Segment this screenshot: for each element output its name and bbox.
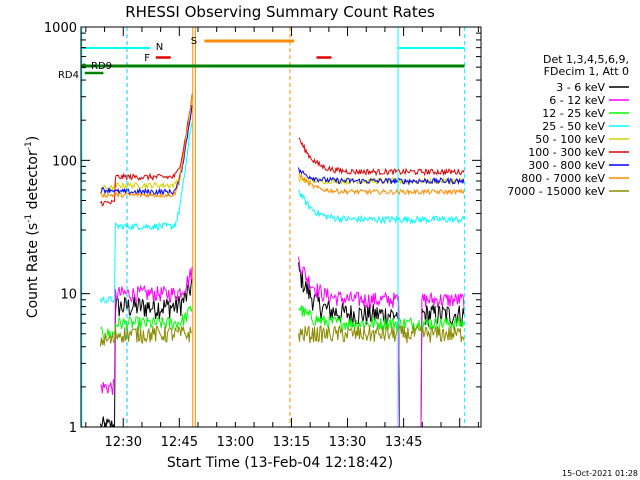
y-axis-label: Count Rate (s-1 detector-1) xyxy=(24,136,41,318)
series-line-s3 xyxy=(100,304,193,340)
legend-label-s1: 3 - 6 keV xyxy=(556,81,605,94)
x-tick-label: 12:45 xyxy=(161,435,198,450)
series-line-s2 xyxy=(298,256,465,427)
plot-frame xyxy=(80,26,482,428)
series-line-s7 xyxy=(100,105,193,197)
timestamp: 15-Oct-2021 01:28 xyxy=(562,469,638,478)
series-line-s2 xyxy=(100,266,193,395)
legend-label-s5: 50 - 100 keV xyxy=(535,133,605,146)
legend-header: FDecim 1, Att 0 xyxy=(544,65,629,78)
series-line-s6 xyxy=(298,137,465,177)
legend-label-s6: 100 - 300 keV xyxy=(528,146,605,159)
y-tick-label: 100 xyxy=(52,154,77,169)
legend-label-s7: 300 - 800 keV xyxy=(528,159,605,172)
flag-label-s: S xyxy=(191,36,197,47)
series-line-s9 xyxy=(99,325,193,347)
legend-label-s9: 7000 - 15000 keV xyxy=(507,185,605,198)
x-axis: 12:30 12:45 13:00 13:15 13:30 13:45 xyxy=(85,27,479,450)
y-tick-label: 1 xyxy=(69,421,77,436)
flag-label-rd9: RD9 xyxy=(91,61,112,72)
rd9-dot xyxy=(81,63,87,69)
legend: Det 1,3,4,5,6,9,FDecim 1, Att 0 3 - 6 keV… xyxy=(507,53,629,198)
y-tick-label: 1000 xyxy=(44,21,77,36)
series-line-s8 xyxy=(100,94,193,199)
flag-label-rd4: RD4 xyxy=(58,70,79,81)
x-axis-label: Start Time (13-Feb-04 12:18:42) xyxy=(167,455,393,471)
x-tick-label: 13:00 xyxy=(217,435,254,450)
series-line-s1 xyxy=(298,262,465,427)
legend-label-s8: 800 - 7000 keV xyxy=(521,172,605,185)
series-line-s4 xyxy=(298,190,465,225)
legend-label-s4: 25 - 50 keV xyxy=(542,120,605,133)
series-line-s7 xyxy=(298,167,465,186)
x-tick-label: 12:30 xyxy=(105,435,142,450)
series-line-s9 xyxy=(298,324,465,344)
y-tick-label: 10 xyxy=(60,288,77,303)
legend-label-s3: 12 - 25 keV xyxy=(542,107,605,120)
flag-label-n: N xyxy=(156,42,163,53)
x-tick-label: 13:30 xyxy=(329,435,366,450)
series-line-s4 xyxy=(99,122,193,304)
y-axis: 1 10 100 1000 xyxy=(44,21,481,436)
series-line-s3 xyxy=(298,305,465,332)
series-line-s6 xyxy=(100,94,193,207)
plot-area: NF S RD9 RD4 xyxy=(58,26,482,428)
x-tick-label: 13:15 xyxy=(273,435,310,450)
x-tick-label: 13:45 xyxy=(385,435,422,450)
flag-label-f: F xyxy=(144,53,150,64)
series-line-s8 xyxy=(298,172,465,196)
legend-header: Det 1,3,4,5,6,9, xyxy=(543,53,629,66)
legend-label-s2: 6 - 12 keV xyxy=(549,94,605,107)
series-line-s5 xyxy=(100,105,193,192)
chart-title: RHESSI Observing Summary Count Rates xyxy=(125,3,435,21)
